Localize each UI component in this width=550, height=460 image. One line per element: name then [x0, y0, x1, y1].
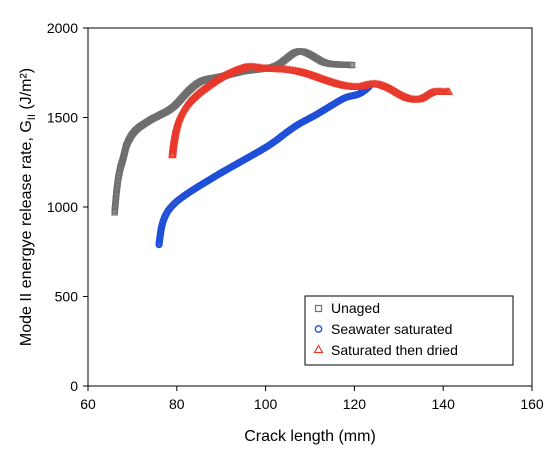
x-tick-label: 140	[432, 396, 456, 412]
series-unaged	[111, 48, 356, 216]
x-axis-title: Crack length (mm)	[244, 428, 376, 445]
x-tick-label: 80	[169, 396, 185, 412]
y-tick-label: 1000	[47, 199, 78, 215]
legend-label-unaged: Unaged	[331, 300, 380, 316]
y-tick-label: 1500	[47, 110, 78, 126]
y-axis-title-main: Mode II energye release rate, G	[18, 120, 35, 346]
y-axis-title: Mode II energye release rate, GII (J/m²)	[18, 68, 38, 346]
axes-layer: 60 80 100 120 140 160 0 500 1000 1500 2000	[47, 20, 544, 412]
y-axis-title-unit: (J/m²)	[18, 68, 35, 114]
legend-label-saturated-then-dried: Saturated then dried	[331, 342, 458, 358]
x-tick-label: 160	[520, 396, 544, 412]
series-layer	[111, 48, 454, 249]
legend-label-seawater-saturated: Seawater saturated	[331, 321, 452, 337]
legend-marker-unaged	[314, 304, 323, 313]
series-seawater-saturated	[155, 82, 374, 249]
x-tick-label: 120	[343, 396, 367, 412]
legend-box	[304, 295, 514, 366]
legend-marker-seawater-saturated	[314, 325, 323, 333]
x-tick-label: 60	[80, 396, 96, 412]
y-axis-title-subscript: II	[26, 114, 38, 120]
y-tick-label: 500	[55, 289, 79, 305]
data-point	[349, 61, 356, 69]
data-point	[444, 87, 454, 95]
legend: Unaged Seawater saturated Saturated then…	[304, 295, 514, 366]
y-tick-label: 2000	[47, 20, 78, 36]
x-tick-label: 100	[254, 396, 278, 412]
y-tick-label: 0	[70, 378, 78, 394]
legend-marker-saturated-then-dried	[313, 344, 324, 354]
series-saturated-then-dried	[168, 62, 454, 159]
